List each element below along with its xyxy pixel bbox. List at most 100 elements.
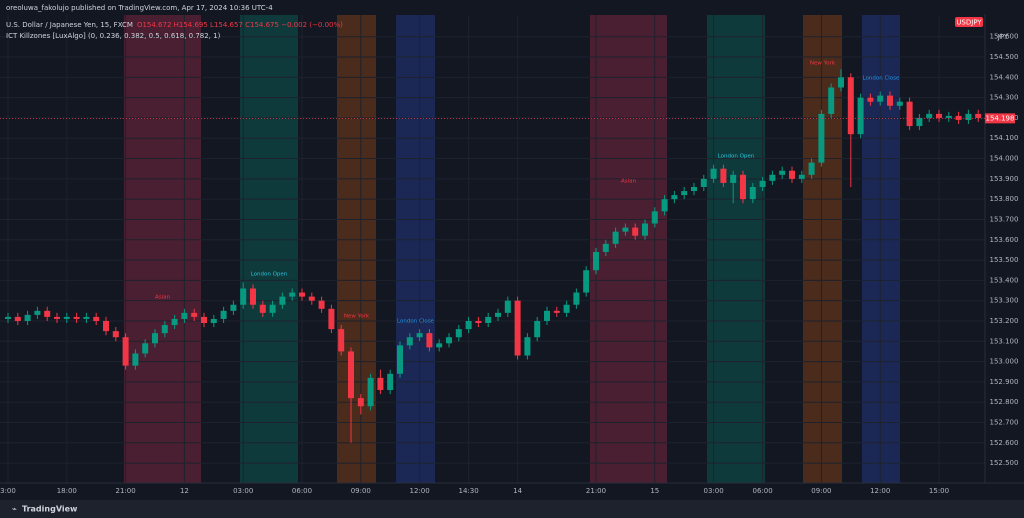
candle-body	[769, 174, 776, 181]
candle-body	[338, 329, 345, 352]
candle-body	[524, 337, 531, 356]
candle-body	[289, 292, 296, 297]
killzone-label: Asian	[155, 295, 171, 301]
candle-body	[906, 101, 913, 127]
candle-body	[887, 95, 893, 106]
x-tick-label: 21:00	[586, 487, 606, 495]
candle-body	[377, 377, 384, 391]
y-tick-label: 153.000	[990, 358, 1019, 366]
y-tick-label: 153.200	[990, 317, 1019, 325]
candle-body	[975, 113, 982, 118]
candle-body	[622, 227, 629, 232]
candle-body	[44, 310, 51, 317]
candle-body	[955, 115, 962, 120]
candle-body	[838, 77, 844, 88]
y-tick-label: 154.600	[990, 33, 1019, 41]
x-tick-label: 14:30	[459, 487, 479, 495]
killzone	[862, 15, 900, 483]
x-tick-label: 15	[650, 487, 659, 495]
candle-body	[63, 316, 70, 319]
y-tick-label: 153.800	[990, 195, 1019, 203]
candle-body	[455, 329, 462, 338]
candle-body	[83, 316, 90, 319]
candle-body	[544, 310, 550, 321]
candle-body	[240, 288, 247, 305]
candle-body	[34, 310, 41, 315]
candle-body	[759, 180, 766, 187]
candle-body	[789, 170, 795, 179]
candle-body	[691, 186, 697, 192]
candle-body	[181, 312, 188, 319]
candle-body	[328, 308, 335, 330]
x-tick-label: 06:00	[753, 487, 773, 495]
candle-body	[671, 195, 678, 200]
candle-body	[573, 292, 580, 305]
candle-body	[112, 331, 119, 338]
candle-body	[896, 101, 903, 106]
y-tick-label: 153.600	[990, 236, 1019, 244]
last-price-label: 154.198	[986, 114, 1015, 122]
candle-body	[132, 353, 139, 366]
candle-body	[798, 174, 805, 179]
candle-body	[465, 320, 472, 330]
y-tick-label: 153.700	[990, 215, 1019, 223]
candle-body	[308, 296, 315, 301]
candle-body	[299, 292, 305, 297]
candle-body	[367, 377, 374, 407]
candle-body	[152, 333, 158, 344]
candle-body	[171, 318, 178, 326]
candle-body	[318, 300, 325, 309]
y-tick-label: 152.600	[990, 439, 1019, 447]
candle-body	[642, 223, 648, 236]
candle-body	[730, 174, 737, 183]
y-tick-label: 152.500	[990, 459, 1019, 467]
candle-body	[936, 113, 942, 118]
x-tick-label: 03:00	[233, 487, 253, 495]
candle-body	[877, 95, 884, 102]
footer-logo: ⌁	[12, 505, 17, 514]
killzone	[803, 15, 842, 483]
x-tick-label: 3:00	[0, 487, 16, 495]
top-bar	[0, 0, 1024, 14]
candle-body	[720, 168, 727, 183]
candle-body	[220, 310, 227, 319]
candle-body	[161, 325, 168, 334]
candle-body	[504, 300, 511, 313]
candle-body	[847, 77, 854, 135]
candle-body	[416, 333, 423, 338]
candle-body	[436, 343, 443, 348]
x-tick-label: 09:00	[811, 487, 831, 495]
currency[interactable]: JPY	[997, 33, 1009, 41]
candle-body	[73, 316, 80, 319]
candle-body	[534, 320, 541, 338]
killzone	[707, 15, 765, 483]
candle-body	[201, 316, 207, 324]
y-tick-label: 154.100	[990, 134, 1019, 142]
killzone	[590, 15, 667, 483]
y-tick-label: 152.800	[990, 398, 1019, 406]
y-tick-label: 152.900	[990, 378, 1019, 386]
candle-body	[916, 117, 923, 127]
candle-body	[142, 343, 149, 354]
candle-body	[485, 316, 492, 324]
candle-body	[867, 97, 874, 102]
y-tick-label: 154.000	[990, 155, 1019, 163]
y-tick-label: 152.700	[990, 418, 1019, 426]
candle-body	[632, 227, 639, 236]
killzone	[240, 15, 298, 483]
candle-body	[495, 312, 501, 317]
candle-body	[348, 351, 354, 399]
candle-body	[446, 337, 452, 344]
candle-body	[191, 312, 198, 317]
footer-brand: TradingView	[22, 505, 78, 514]
candle-body	[514, 300, 521, 356]
killzone-label: London Close	[397, 319, 435, 325]
y-tick-label: 153.900	[990, 175, 1019, 183]
y-tick-label: 154.400	[990, 73, 1019, 81]
candle-body	[210, 318, 217, 324]
symbol: U.S. Dollar / Japanese Yen, 15, FXCM	[6, 21, 133, 29]
candle-body	[710, 168, 717, 179]
candle-body	[357, 398, 364, 407]
candle-body	[593, 251, 599, 271]
